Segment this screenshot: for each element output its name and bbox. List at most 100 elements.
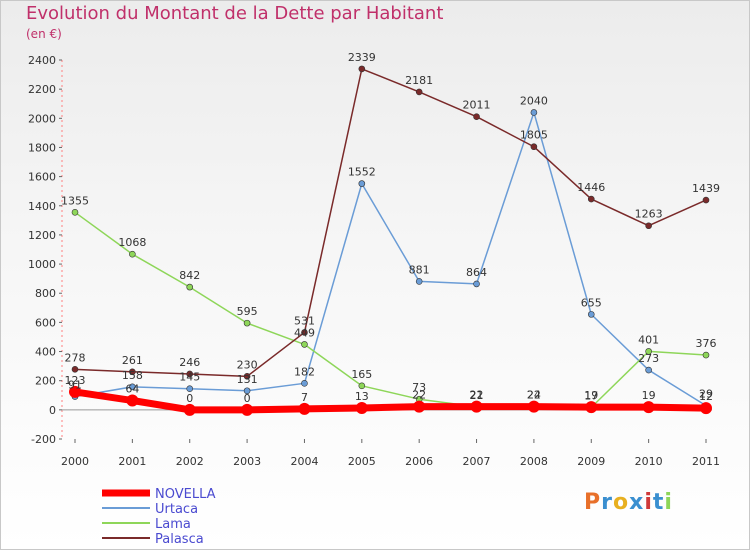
- data-label-lama: 1068: [118, 236, 146, 249]
- x-tick-label: 2008: [520, 455, 548, 468]
- data-label-lama: 24: [527, 388, 541, 401]
- data-label-lama: 73: [412, 381, 426, 394]
- data-point-lama: [645, 348, 652, 355]
- data-label-palasca: 1263: [635, 208, 663, 221]
- data-label-urtaca: 881: [409, 263, 430, 276]
- data-point-lama: [702, 351, 710, 359]
- data-label-lama: 842: [179, 269, 200, 282]
- logo-letter: t: [652, 490, 665, 515]
- data-label-palasca: 1439: [692, 182, 720, 195]
- data-point-novella: [241, 403, 254, 416]
- series-line-novella: [71, 388, 710, 414]
- data-point-urtaca: [129, 383, 136, 391]
- x-tick-label: 2002: [176, 455, 204, 468]
- data-label-lama: 17: [584, 389, 598, 402]
- logo-letter: r: [601, 490, 613, 515]
- series-line-urtaca: [74, 111, 707, 407]
- y-tick-label: 1400: [28, 200, 56, 213]
- data-point-novella: [585, 401, 598, 414]
- data-point-palasca: [301, 329, 308, 336]
- data-point-urtaca: [587, 311, 595, 318]
- y-tick-label: 2400: [28, 54, 56, 67]
- data-label-novella: 0: [244, 392, 251, 405]
- data-label-palasca: 2181: [405, 74, 433, 87]
- y-tick-label: 2000: [28, 112, 56, 125]
- data-label-urtaca: 131: [237, 373, 258, 386]
- series-line-lama: [74, 211, 707, 409]
- data-point-urtaca: [243, 387, 251, 395]
- series-line-palasca: [74, 68, 707, 378]
- y-tick-label: 200: [35, 375, 56, 388]
- data-label-urtaca: 29: [699, 388, 713, 401]
- x-tick-label: 2003: [233, 455, 261, 468]
- data-point-novella: [642, 401, 655, 414]
- data-label-palasca: 230: [237, 358, 258, 371]
- data-label-palasca: 531: [294, 314, 315, 327]
- y-tick-label: 0: [49, 404, 56, 417]
- data-label-novella: 19: [584, 389, 598, 402]
- data-label-novella: 22: [527, 389, 541, 402]
- data-label-palasca: 1446: [577, 181, 605, 194]
- data-label-novella: 7: [301, 391, 308, 404]
- data-point-palasca: [530, 143, 538, 151]
- legend-label-lama: Lama: [155, 517, 191, 532]
- y-tick-label: 600: [35, 316, 56, 329]
- data-label-novella: 12: [699, 390, 713, 403]
- data-point-urtaca: [530, 109, 538, 116]
- data-label-palasca: 1805: [520, 129, 548, 142]
- logo-letter: i: [644, 490, 653, 515]
- data-label-urtaca: 182: [294, 365, 315, 378]
- chart-title: Evolution du Montant de la Dette par Hab…: [26, 3, 444, 24]
- data-label-novella: 64: [125, 383, 139, 396]
- data-label-lama: 21: [470, 389, 484, 402]
- data-label-palasca: 2339: [348, 51, 376, 64]
- data-point-urtaca: [186, 385, 194, 393]
- data-label-urtaca: 2040: [520, 94, 548, 107]
- y-tick-label: -200: [31, 433, 56, 446]
- data-point-palasca: [473, 113, 480, 121]
- logo-letter: o: [612, 490, 630, 515]
- data-point-palasca: [587, 195, 595, 203]
- x-tick-label: 2009: [577, 455, 605, 468]
- x-tick-label: 2000: [61, 455, 89, 468]
- data-point-lama: [358, 382, 366, 390]
- y-tick-label: 1200: [28, 229, 56, 242]
- proxiti-logo: Proxiti: [584, 490, 673, 515]
- data-label-lama: 401: [638, 333, 659, 346]
- data-point-urtaca: [301, 380, 308, 387]
- data-point-lama: [71, 209, 79, 216]
- data-point-palasca: [71, 366, 79, 373]
- data-point-palasca: [358, 65, 366, 73]
- x-tick-label: 2011: [692, 455, 720, 468]
- data-label-palasca: 246: [179, 356, 200, 369]
- x-tick-label: 2007: [463, 455, 491, 468]
- data-point-urtaca: [645, 366, 652, 374]
- y-tick-label: 800: [35, 287, 56, 300]
- data-point-novella: [413, 400, 426, 413]
- y-tick-label: 1600: [28, 171, 56, 184]
- legend-label-palasca: Palasca: [155, 532, 204, 547]
- data-label-novella: 22: [412, 389, 426, 402]
- data-point-palasca: [186, 370, 194, 378]
- x-tick-label: 2005: [348, 455, 376, 468]
- data-label-novella: 13: [355, 390, 369, 403]
- data-label-palasca: 261: [122, 354, 143, 367]
- x-tick-label: 2010: [635, 455, 663, 468]
- data-label-novella: 22: [470, 389, 484, 402]
- data-label-lama: 376: [696, 337, 717, 350]
- data-point-lama: [129, 250, 136, 258]
- logo-letter: i: [664, 490, 673, 515]
- logo-letter: x: [629, 490, 645, 515]
- data-label-urtaca: 145: [179, 371, 200, 384]
- data-point-lama: [243, 319, 251, 327]
- data-label-lama: 449: [294, 326, 315, 339]
- y-tick-label: 400: [35, 346, 56, 359]
- data-label-urtaca: 91: [68, 379, 82, 392]
- data-point-novella: [700, 402, 712, 415]
- data-point-lama: [301, 341, 308, 348]
- legend-label-urtaca: Urtaca: [155, 502, 198, 517]
- data-point-palasca: [645, 222, 652, 230]
- data-label-urtaca: 864: [466, 266, 487, 279]
